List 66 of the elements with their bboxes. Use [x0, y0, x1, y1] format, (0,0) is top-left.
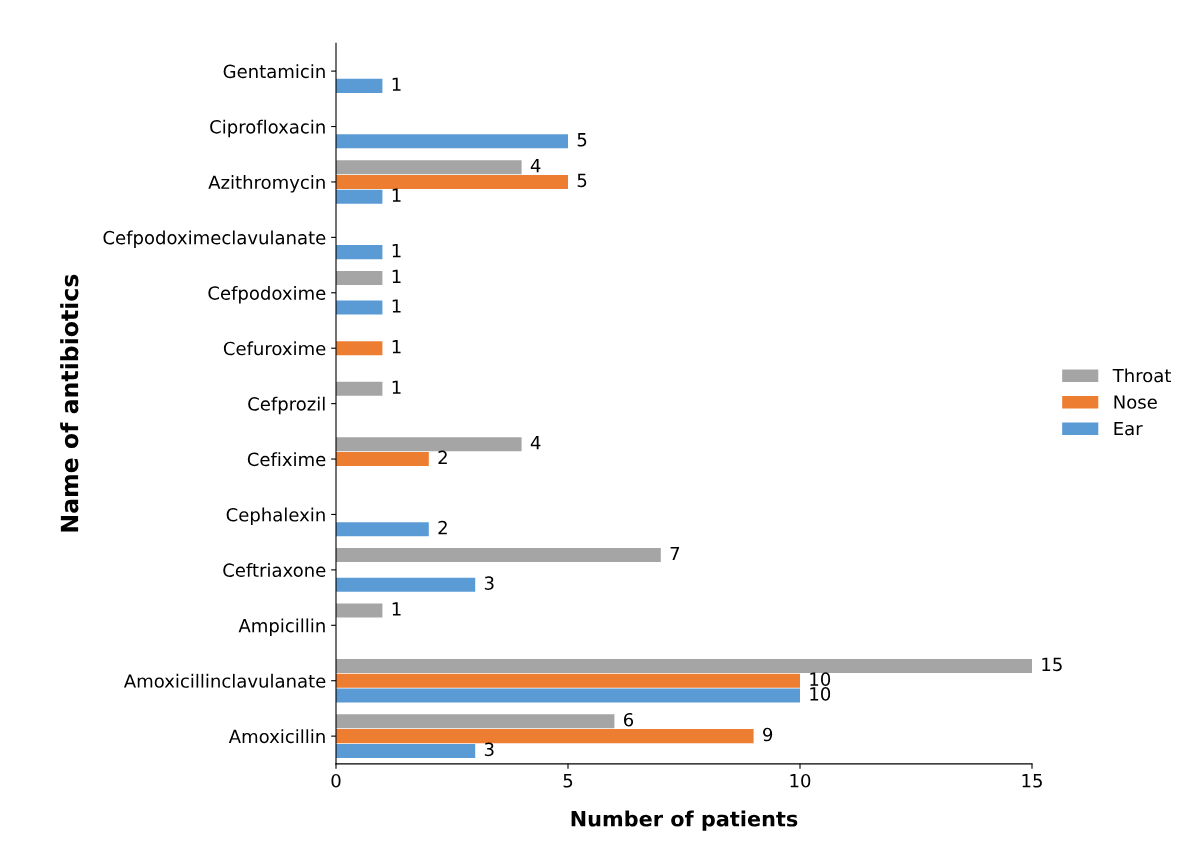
- y-tick-label: Cefixime: [247, 452, 326, 467]
- bar: [336, 548, 661, 563]
- bar: [336, 437, 522, 452]
- data-label: 5: [577, 133, 587, 147]
- y-tick-label: Amoxicillin: [228, 729, 325, 744]
- data-label: 2: [438, 520, 447, 535]
- bar: [336, 381, 383, 396]
- data-label: 5: [577, 173, 587, 188]
- y-axis-title: Name of antibiotics: [60, 274, 79, 532]
- y-tick-label: Cefuroxime: [223, 341, 326, 356]
- bar: [336, 658, 1032, 673]
- bar: [336, 452, 429, 467]
- legend-label: Throat: [1112, 368, 1171, 383]
- data-label: 10: [810, 672, 831, 686]
- bar: [336, 78, 383, 93]
- bar: [336, 245, 383, 260]
- x-tick-label: 0: [331, 773, 341, 788]
- x-tick-label: 15: [1022, 774, 1042, 788]
- data-label: 1: [392, 77, 401, 91]
- bar: [336, 341, 383, 356]
- bar: [336, 134, 568, 149]
- x-axis-title: Number of patients: [571, 810, 798, 831]
- data-label: 1: [392, 602, 401, 616]
- bar: [336, 603, 383, 618]
- legend-label: Nose: [1114, 395, 1157, 409]
- bar: [336, 688, 800, 703]
- data-label: 3: [484, 742, 494, 757]
- y-tick-label: Cefpodoxime: [208, 285, 326, 304]
- data-label: 4: [530, 436, 541, 450]
- data-label: 10: [810, 687, 831, 701]
- bar: [336, 577, 476, 592]
- y-tick-label: Gentamicin: [223, 64, 325, 79]
- data-label: 2: [438, 450, 447, 465]
- data-label: 1: [392, 299, 401, 313]
- bar: [336, 743, 476, 758]
- data-label: 1: [392, 340, 401, 354]
- bar: [336, 729, 754, 744]
- data-label: 15: [1042, 657, 1062, 672]
- data-label: 1: [392, 269, 401, 283]
- y-tick-label: Cephalexin: [226, 507, 325, 526]
- bar: [336, 522, 429, 537]
- data-label: 1: [392, 380, 401, 394]
- y-tick-label: Cefpodoximeclavulanate: [103, 230, 326, 248]
- bar: [336, 189, 383, 204]
- data-label: 6: [623, 712, 634, 727]
- data-label: 9: [763, 727, 773, 742]
- bar: [336, 160, 522, 175]
- data-label: 4: [530, 158, 541, 173]
- legend-label: Ear: [1114, 421, 1143, 436]
- data-label: 7: [670, 546, 680, 561]
- y-tick-label: Ampicillin: [238, 618, 325, 636]
- data-label: 1: [392, 188, 401, 202]
- x-tick-label: 10: [790, 773, 811, 788]
- data-label: 3: [484, 576, 494, 590]
- y-tick-label: Amoxicillinclavulanate: [123, 673, 326, 688]
- bar: [336, 714, 615, 729]
- y-tick-label: Azithromycin: [208, 175, 325, 193]
- data-label: 1: [392, 243, 401, 258]
- y-tick-label: Cefprozil: [248, 396, 325, 415]
- bar: [336, 270, 383, 286]
- bar: [336, 300, 383, 315]
- x-tick-label: 5: [563, 774, 573, 788]
- bar: [336, 174, 568, 189]
- y-tick-label: Ceftriaxone: [223, 563, 326, 577]
- bar: [336, 673, 800, 688]
- y-tick-label: Ciprofloxacin: [210, 119, 325, 138]
